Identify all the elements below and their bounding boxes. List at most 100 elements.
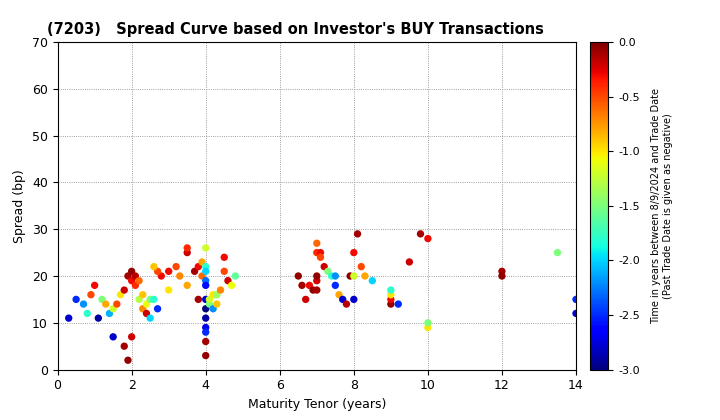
Text: (7203)   Spread Curve based on Investor's BUY Transactions: (7203) Spread Curve based on Investor's … xyxy=(48,22,544,37)
Point xyxy=(366,277,378,284)
Point xyxy=(174,273,186,279)
Point xyxy=(348,249,359,256)
Point xyxy=(89,282,100,289)
Point xyxy=(348,273,359,279)
Point xyxy=(197,273,208,279)
Point xyxy=(292,273,304,279)
Point xyxy=(200,352,212,359)
Point xyxy=(422,320,433,326)
Point xyxy=(85,291,96,298)
Point xyxy=(119,287,130,294)
Point xyxy=(311,240,323,247)
Point xyxy=(422,324,433,331)
Point xyxy=(200,277,212,284)
Point xyxy=(140,301,152,307)
Y-axis label: Time in years between 8/9/2024 and Trade Date
(Past Trade Date is given as negat: Time in years between 8/9/2024 and Trade… xyxy=(651,88,672,324)
Point xyxy=(552,249,563,256)
Point xyxy=(385,301,397,307)
Point xyxy=(392,301,404,307)
Point xyxy=(577,315,589,321)
Point xyxy=(63,315,74,321)
Point xyxy=(215,287,226,294)
Point xyxy=(126,268,138,275)
X-axis label: Maturity Tenor (years): Maturity Tenor (years) xyxy=(248,398,386,411)
Point xyxy=(100,301,112,307)
Point xyxy=(200,244,212,251)
Point xyxy=(230,273,241,279)
Point xyxy=(133,296,145,303)
Point xyxy=(148,296,160,303)
Point xyxy=(344,273,356,279)
Point xyxy=(330,273,341,279)
Point xyxy=(137,291,148,298)
Point xyxy=(156,273,167,279)
Point xyxy=(130,273,141,279)
Point xyxy=(422,235,433,242)
Point xyxy=(204,301,215,307)
Point xyxy=(192,296,204,303)
Point xyxy=(200,296,212,303)
Point xyxy=(300,296,312,303)
Point xyxy=(122,273,134,279)
Point xyxy=(359,273,371,279)
Point xyxy=(341,301,352,307)
Point xyxy=(315,254,326,261)
Point xyxy=(333,291,345,298)
Point xyxy=(330,282,341,289)
Point xyxy=(126,333,138,340)
Point xyxy=(318,263,330,270)
Point xyxy=(496,268,508,275)
Point xyxy=(145,315,156,321)
Point xyxy=(211,291,222,298)
Point xyxy=(356,263,367,270)
Point xyxy=(570,296,582,303)
Point xyxy=(200,315,212,321)
Point xyxy=(326,273,338,279)
Point xyxy=(181,282,193,289)
Point xyxy=(200,338,212,345)
Point xyxy=(114,291,126,298)
Point xyxy=(126,277,138,284)
Point xyxy=(96,296,108,303)
Point xyxy=(404,259,415,265)
Point xyxy=(322,268,333,275)
Point xyxy=(122,357,134,364)
Point xyxy=(107,305,119,312)
Point xyxy=(200,329,212,336)
Point xyxy=(415,231,426,237)
Point xyxy=(152,268,163,275)
Point xyxy=(307,287,319,294)
Point xyxy=(71,296,82,303)
Point xyxy=(140,310,152,317)
Point xyxy=(200,282,212,289)
Point xyxy=(311,287,323,294)
Point xyxy=(163,287,174,294)
Point xyxy=(200,268,212,275)
Point xyxy=(81,310,93,317)
Point xyxy=(385,296,397,303)
Point xyxy=(570,310,582,317)
Point xyxy=(152,305,163,312)
Point xyxy=(226,282,238,289)
Point xyxy=(93,315,104,321)
Point xyxy=(311,249,323,256)
Point xyxy=(200,305,212,312)
Point xyxy=(130,282,141,289)
Point xyxy=(222,277,234,284)
Point xyxy=(192,263,204,270)
Point xyxy=(352,231,364,237)
Point xyxy=(337,296,348,303)
Point xyxy=(145,296,156,303)
Point xyxy=(189,268,200,275)
Point xyxy=(385,287,397,294)
Point xyxy=(171,263,182,270)
Point xyxy=(78,301,89,307)
Point xyxy=(385,291,397,298)
Point xyxy=(218,268,230,275)
Point xyxy=(107,333,119,340)
Point xyxy=(133,277,145,284)
Point xyxy=(111,301,122,307)
Point xyxy=(315,249,326,256)
Point xyxy=(200,324,212,331)
Point xyxy=(200,263,212,270)
